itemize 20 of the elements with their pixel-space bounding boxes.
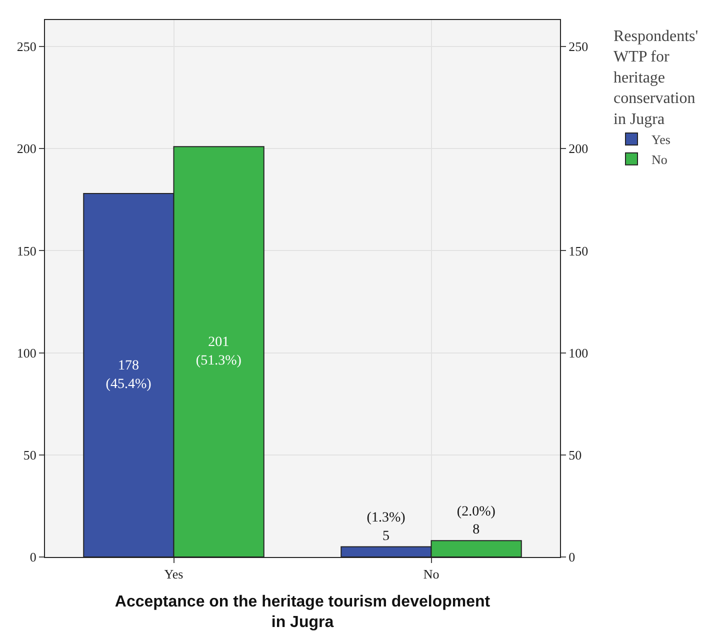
y-tick-label: 0 bbox=[30, 550, 36, 565]
y2-tick-label: 200 bbox=[568, 141, 588, 156]
y2-tick-label: 250 bbox=[568, 39, 588, 54]
y-tick-label: 150 bbox=[16, 243, 36, 258]
y2-tick-label: 50 bbox=[568, 447, 582, 462]
data-label: 178 (45.4%) bbox=[106, 358, 152, 392]
data-label: (2.0%) 8 bbox=[456, 504, 496, 538]
x-axis-title: Acceptance on the heritage tourism development in Jugra bbox=[114, 593, 491, 632]
y-tick-label: 100 bbox=[16, 345, 36, 360]
data-label: (1.3%) 5 bbox=[366, 510, 406, 544]
y2-tick-label: 0 bbox=[568, 550, 576, 565]
legend-label: Yes bbox=[652, 132, 670, 148]
y2-tick-label: 100 bbox=[568, 345, 588, 360]
y-tick-label: 50 bbox=[23, 447, 36, 462]
y-tick-label: 200 bbox=[16, 141, 36, 156]
legend-label: No bbox=[652, 152, 668, 167]
legend-title: Respondents' WTP for heritage conservation in Jugra bbox=[614, 28, 702, 128]
y2-tick-label: 150 bbox=[568, 243, 588, 258]
data-label: 201 (51.3%) bbox=[196, 335, 242, 368]
y-tick-label: 250 bbox=[16, 39, 36, 54]
